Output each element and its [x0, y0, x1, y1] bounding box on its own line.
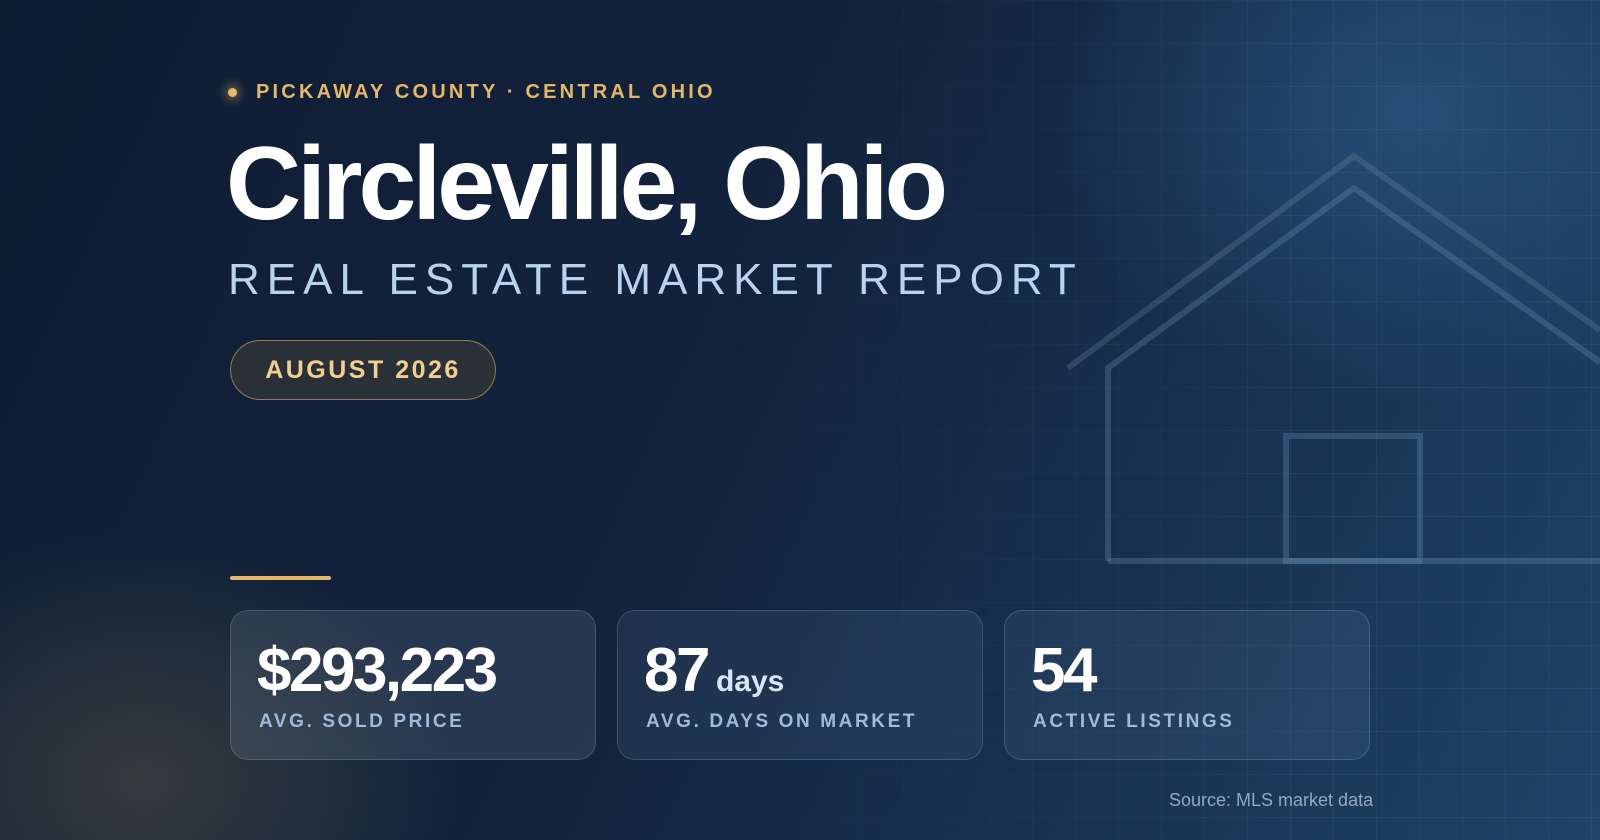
stat-number: $293,223 — [257, 636, 498, 705]
report-subtitle: REAL ESTATE MARKET REPORT — [228, 255, 1083, 304]
stat-value: 87 days — [644, 635, 784, 718]
location-eyebrow: PICKAWAY COUNTY · CENTRAL OHIO — [228, 80, 716, 104]
stat-unit: days — [715, 665, 785, 698]
source-note: Source: MLS market data — [1169, 790, 1374, 810]
location-label: PICKAWAY COUNTY · CENTRAL OHIO — [256, 80, 716, 103]
stat-value: $293,223 — [257, 635, 498, 707]
stat-card-days-on-market: 87 days AVG. DAYS ON MARKET — [617, 610, 983, 760]
accent-divider — [230, 576, 331, 580]
stat-label: AVG. DAYS ON MARKET — [646, 711, 918, 732]
report-date-label: AUGUST 2026 — [265, 355, 461, 384]
stat-label: AVG. SOLD PRICE — [259, 711, 465, 732]
stat-value: 54 — [1031, 635, 1097, 707]
location-dot-icon — [228, 87, 237, 97]
stat-number: 54 — [1031, 636, 1097, 705]
house-outline-icon — [1066, 152, 1600, 564]
stat-card-avg-sold-price: $293,223 AVG. SOLD PRICE — [230, 610, 596, 760]
stat-number: 87 — [644, 636, 710, 705]
page-title: Circleville, Ohio — [226, 126, 948, 242]
stat-card-active-listings: 54 ACTIVE LISTINGS — [1004, 610, 1370, 760]
stat-label: ACTIVE LISTINGS — [1033, 711, 1235, 732]
report-date-badge: AUGUST 2026 — [230, 340, 496, 400]
